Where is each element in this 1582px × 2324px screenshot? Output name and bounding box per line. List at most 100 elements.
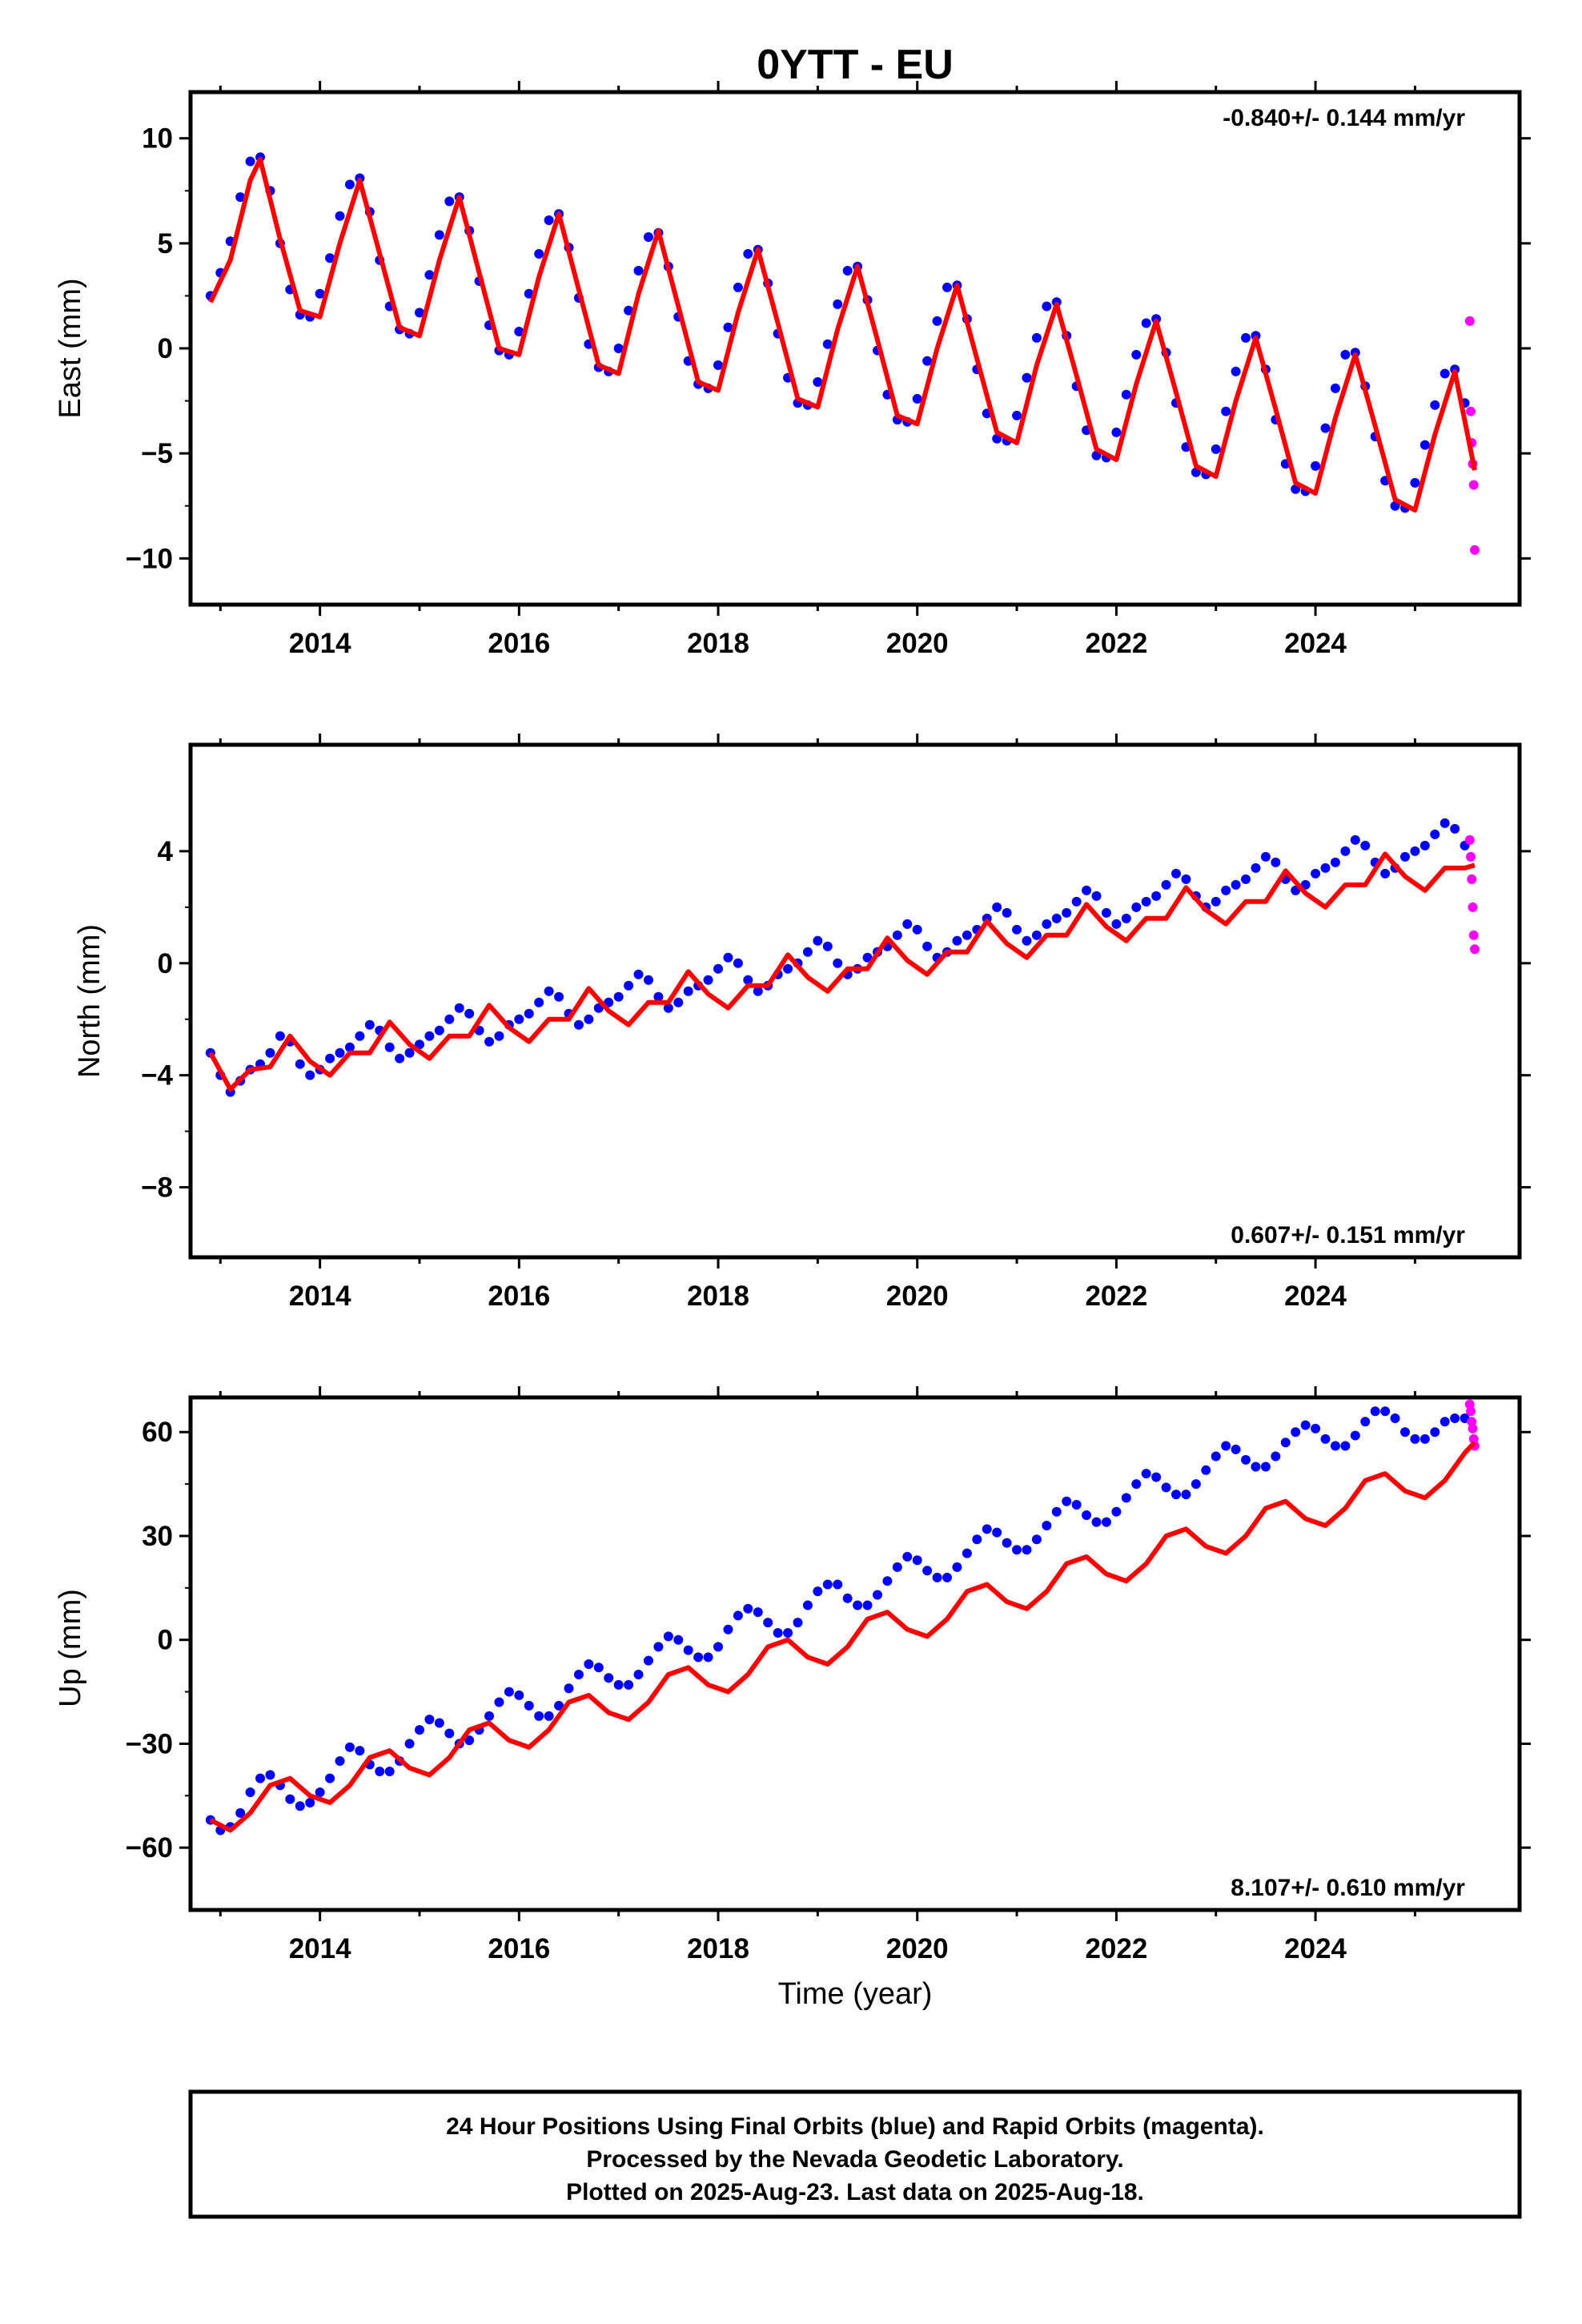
up-final-point <box>1121 1493 1131 1503</box>
north-final-point <box>1181 874 1191 884</box>
north-final-point <box>1101 907 1111 918</box>
north-final-point <box>1311 868 1321 879</box>
north-final-point <box>1360 840 1371 850</box>
up-final-point <box>1260 1462 1271 1472</box>
up-final-point <box>763 1618 773 1628</box>
up-final-point <box>265 1770 275 1780</box>
east-final-point <box>1031 332 1042 343</box>
up-final-point <box>1141 1469 1151 1479</box>
north-final-point <box>783 963 793 974</box>
east-final-point <box>1141 318 1151 328</box>
up-x-tick-label: 2020 <box>886 1933 949 1964</box>
east-final-point <box>833 299 843 309</box>
north-final-point <box>733 958 743 968</box>
north-final-point <box>1161 879 1171 890</box>
east-rapid-point <box>1470 545 1480 555</box>
east-x-tick-label: 2014 <box>289 628 351 659</box>
up-final-point <box>972 1534 982 1545</box>
north-final-point <box>1450 823 1460 834</box>
north-y-tick-label: −8 <box>141 1172 173 1204</box>
up-final-point <box>1340 1441 1351 1451</box>
up-final-point <box>1071 1500 1082 1510</box>
up-final-point <box>1450 1413 1460 1423</box>
up-final-point <box>573 1669 584 1679</box>
up-final-point <box>783 1628 793 1638</box>
up-final-point <box>494 1697 504 1707</box>
north-final-point <box>962 930 972 940</box>
up-x-tick-label: 2018 <box>687 1933 749 1964</box>
up-final-point <box>464 1735 475 1746</box>
up-final-point <box>1400 1427 1411 1437</box>
footer-frame <box>188 2089 1522 2219</box>
east-final-point <box>1430 400 1440 410</box>
north-final-point <box>325 1053 335 1063</box>
up-final-point <box>1390 1413 1400 1423</box>
up-final-point <box>1251 1462 1261 1472</box>
up-final-point <box>404 1739 415 1749</box>
east-final-point <box>1131 349 1142 360</box>
east-final-point <box>942 282 953 292</box>
up-x-tick-label: 2016 <box>488 1933 550 1964</box>
north-final-point <box>723 952 733 963</box>
east-model-curve <box>208 156 1477 513</box>
east-final-point <box>344 179 355 190</box>
north-final-point <box>524 1008 534 1019</box>
north-final-point <box>613 991 624 1002</box>
east-y-tick-label: 0 <box>158 333 173 364</box>
up-final-point <box>1091 1517 1102 1527</box>
up-final-point <box>942 1572 953 1582</box>
north-x-tick-label: 2024 <box>1284 1281 1347 1312</box>
up-final-point <box>932 1572 942 1582</box>
north-final-point <box>424 1031 435 1041</box>
north-panel: North (mm) 4 0 −4 −8 2014 2016 2018 2020 2022 202… <box>73 734 1531 1312</box>
east-frame <box>188 90 1522 607</box>
north-final-point <box>1031 930 1042 940</box>
east-y-tick-label: −10 <box>126 543 173 574</box>
up-final-point <box>424 1715 435 1725</box>
up-final-point <box>514 1690 524 1700</box>
east-final-point <box>544 215 554 225</box>
up-final-point <box>384 1767 395 1777</box>
east-final-point <box>1330 383 1340 393</box>
up-final-point <box>822 1579 833 1590</box>
up-final-point <box>1012 1545 1022 1555</box>
up-final-point <box>414 1725 424 1735</box>
footer-line-1: 24 Hour Positions Using Final Orbits (bl… <box>446 2113 1264 2140</box>
north-final-point <box>395 1053 405 1063</box>
north-final-point <box>813 935 823 946</box>
up-final-point <box>444 1728 455 1739</box>
east-final-point <box>1022 372 1032 383</box>
up-final-point <box>1111 1506 1122 1517</box>
up-final-point <box>962 1548 972 1558</box>
north-final-point <box>1410 846 1420 856</box>
up-final-point <box>295 1801 305 1811</box>
up-final-point <box>1131 1479 1142 1490</box>
north-final-point <box>1121 913 1131 923</box>
up-final-point <box>584 1659 594 1669</box>
up-final-point <box>305 1797 315 1807</box>
up-final-point <box>504 1687 514 1697</box>
up-final-point <box>653 1642 664 1652</box>
up-final-point <box>793 1618 803 1628</box>
up-final-point <box>643 1655 653 1666</box>
north-final-point <box>1340 846 1351 856</box>
up-final-point <box>922 1566 933 1576</box>
north-final-point <box>573 1019 584 1030</box>
up-final-point <box>1271 1451 1281 1462</box>
up-model-curve <box>209 1441 1477 1833</box>
up-final-point <box>663 1631 673 1642</box>
north-final-point <box>663 1003 673 1013</box>
north-y-tick-label: 0 <box>158 948 173 979</box>
up-final-point <box>842 1593 853 1603</box>
north-final-point <box>624 980 634 991</box>
up-final-point <box>1419 1433 1430 1444</box>
north-final-point <box>1231 879 1241 890</box>
up-final-point <box>375 1767 385 1777</box>
up-final-point <box>773 1628 783 1638</box>
east-final-point <box>1111 427 1122 437</box>
north-final-point <box>802 947 813 957</box>
north-final-point <box>1012 924 1022 935</box>
east-final-point <box>534 248 544 259</box>
up-final-point <box>355 1746 365 1756</box>
up-final-point <box>902 1551 913 1562</box>
